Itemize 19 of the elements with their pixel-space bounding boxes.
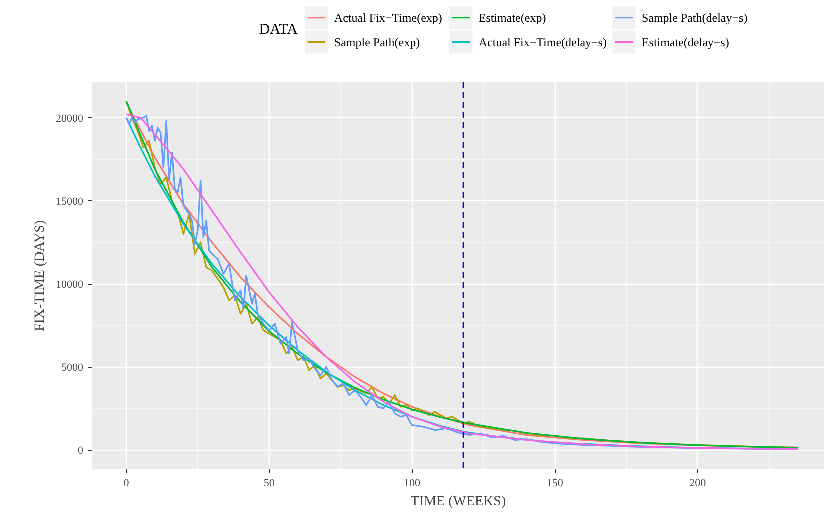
legend-label: Estimate(exp) [478, 10, 546, 25]
x-tick-label: 0 [124, 478, 130, 490]
legend-title: DATA [259, 22, 298, 38]
x-tick-label: 50 [264, 478, 276, 490]
x-tick-label: 200 [690, 478, 707, 490]
y-tick-label: 15000 [56, 196, 84, 208]
y-tick-label: 20000 [56, 112, 84, 125]
y-axis-title: FIX-TIME (DAYS) [33, 220, 48, 332]
legend-label: Sample Path(delay−s) [642, 10, 748, 25]
x-tick-label: 100 [404, 478, 421, 490]
y-tick-label: 10000 [56, 279, 84, 292]
y-tick-label: 0 [78, 445, 84, 458]
legend-label: Actual Fix−Time(exp) [334, 10, 442, 25]
x-tick-label: 150 [546, 478, 564, 490]
legend-label: Actual Fix−Time(delay−s) [478, 35, 607, 50]
legend-label: Sample Path(exp) [334, 35, 420, 50]
x-axis-title: TIME (WEEKS) [410, 494, 506, 510]
legend-label: Estimate(delay−s) [642, 35, 730, 50]
y-tick-label: 5000 [62, 362, 84, 374]
